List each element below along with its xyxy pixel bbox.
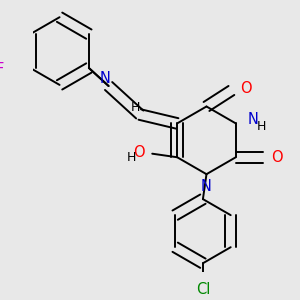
Text: H: H	[127, 151, 136, 164]
Text: N: N	[100, 71, 110, 86]
Text: F: F	[0, 62, 4, 77]
Text: O: O	[272, 150, 283, 165]
Text: O: O	[134, 145, 145, 160]
Text: H: H	[130, 101, 140, 114]
Text: H: H	[257, 121, 266, 134]
Text: Cl: Cl	[196, 283, 210, 298]
Text: O: O	[240, 81, 252, 96]
Text: N: N	[248, 112, 258, 127]
Text: N: N	[201, 179, 212, 194]
